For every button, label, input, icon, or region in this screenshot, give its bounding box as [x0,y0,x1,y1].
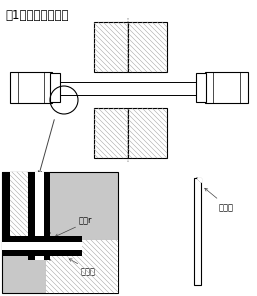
Bar [44,172,50,260]
Bar [35,172,44,236]
Bar [2,172,10,238]
Bar [2,250,82,256]
Bar [2,172,118,293]
Bar [94,108,128,158]
Bar [194,178,201,285]
Bar [196,73,206,102]
Bar [35,172,44,260]
Bar [205,72,248,103]
Text: 首下r: 首下r [79,216,93,225]
Bar [128,22,167,72]
Bar [94,22,128,72]
Text: 図1　座金の面取り: 図1 座金の面取り [5,9,69,22]
Bar [10,72,52,103]
Text: 面取り: 面取り [81,267,96,276]
Polygon shape [197,178,201,182]
Bar [9,172,28,236]
Bar [46,240,118,293]
Bar [50,73,60,102]
Bar [43,82,214,95]
Bar [128,108,167,158]
Text: 面取り: 面取り [219,203,234,212]
Bar [2,242,82,250]
Bar [28,172,35,260]
Bar [2,236,82,242]
